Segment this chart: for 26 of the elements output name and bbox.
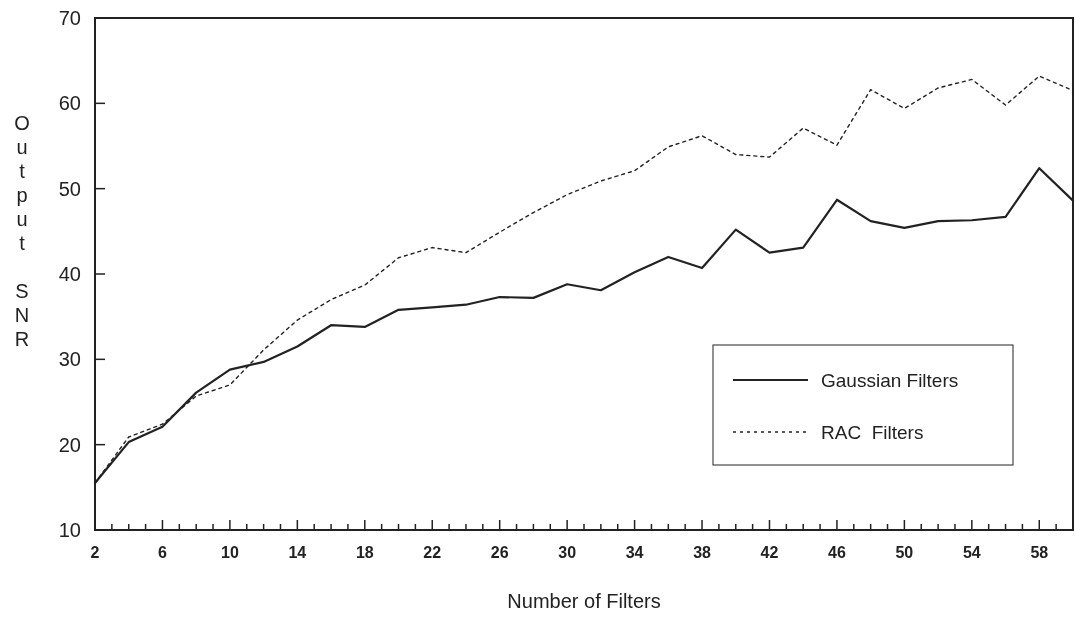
legend-label: Gaussian Filters	[821, 370, 959, 391]
y-tick-label: 70	[58, 7, 81, 29]
y-tick-label: 20	[58, 433, 81, 456]
x-tick-label: 54	[962, 544, 981, 561]
x-tick-label: 22	[423, 544, 442, 561]
x-tick-label: 14	[288, 544, 307, 561]
y-tick-label: 50	[58, 177, 81, 200]
x-tick-label: 58	[1030, 544, 1049, 561]
y-tick-label: 40	[58, 263, 81, 285]
x-tick-label: 30	[558, 544, 577, 561]
x-tick-label: 42	[760, 544, 779, 561]
legend-label: RAC Filters	[821, 422, 924, 443]
y-tick-label: 10	[58, 519, 81, 541]
text: Output SNR	[14, 112, 30, 350]
x-tick-label: 26	[490, 544, 509, 561]
y-tick-label: 30	[58, 348, 81, 371]
x-tick-label: 18	[355, 544, 374, 561]
x-tick-label: 10	[221, 544, 239, 561]
x-tick-label: 46	[828, 544, 846, 561]
x-axis-title: Number of Filters	[507, 590, 661, 612]
x-tick-label: 38	[693, 544, 712, 561]
x-tick-label: 34	[625, 544, 644, 561]
x-tick-label: 2	[90, 544, 100, 561]
x-tick-label: 6	[158, 544, 167, 561]
y-tick-label: 60	[58, 92, 81, 115]
x-tick-label: 50	[895, 544, 914, 561]
